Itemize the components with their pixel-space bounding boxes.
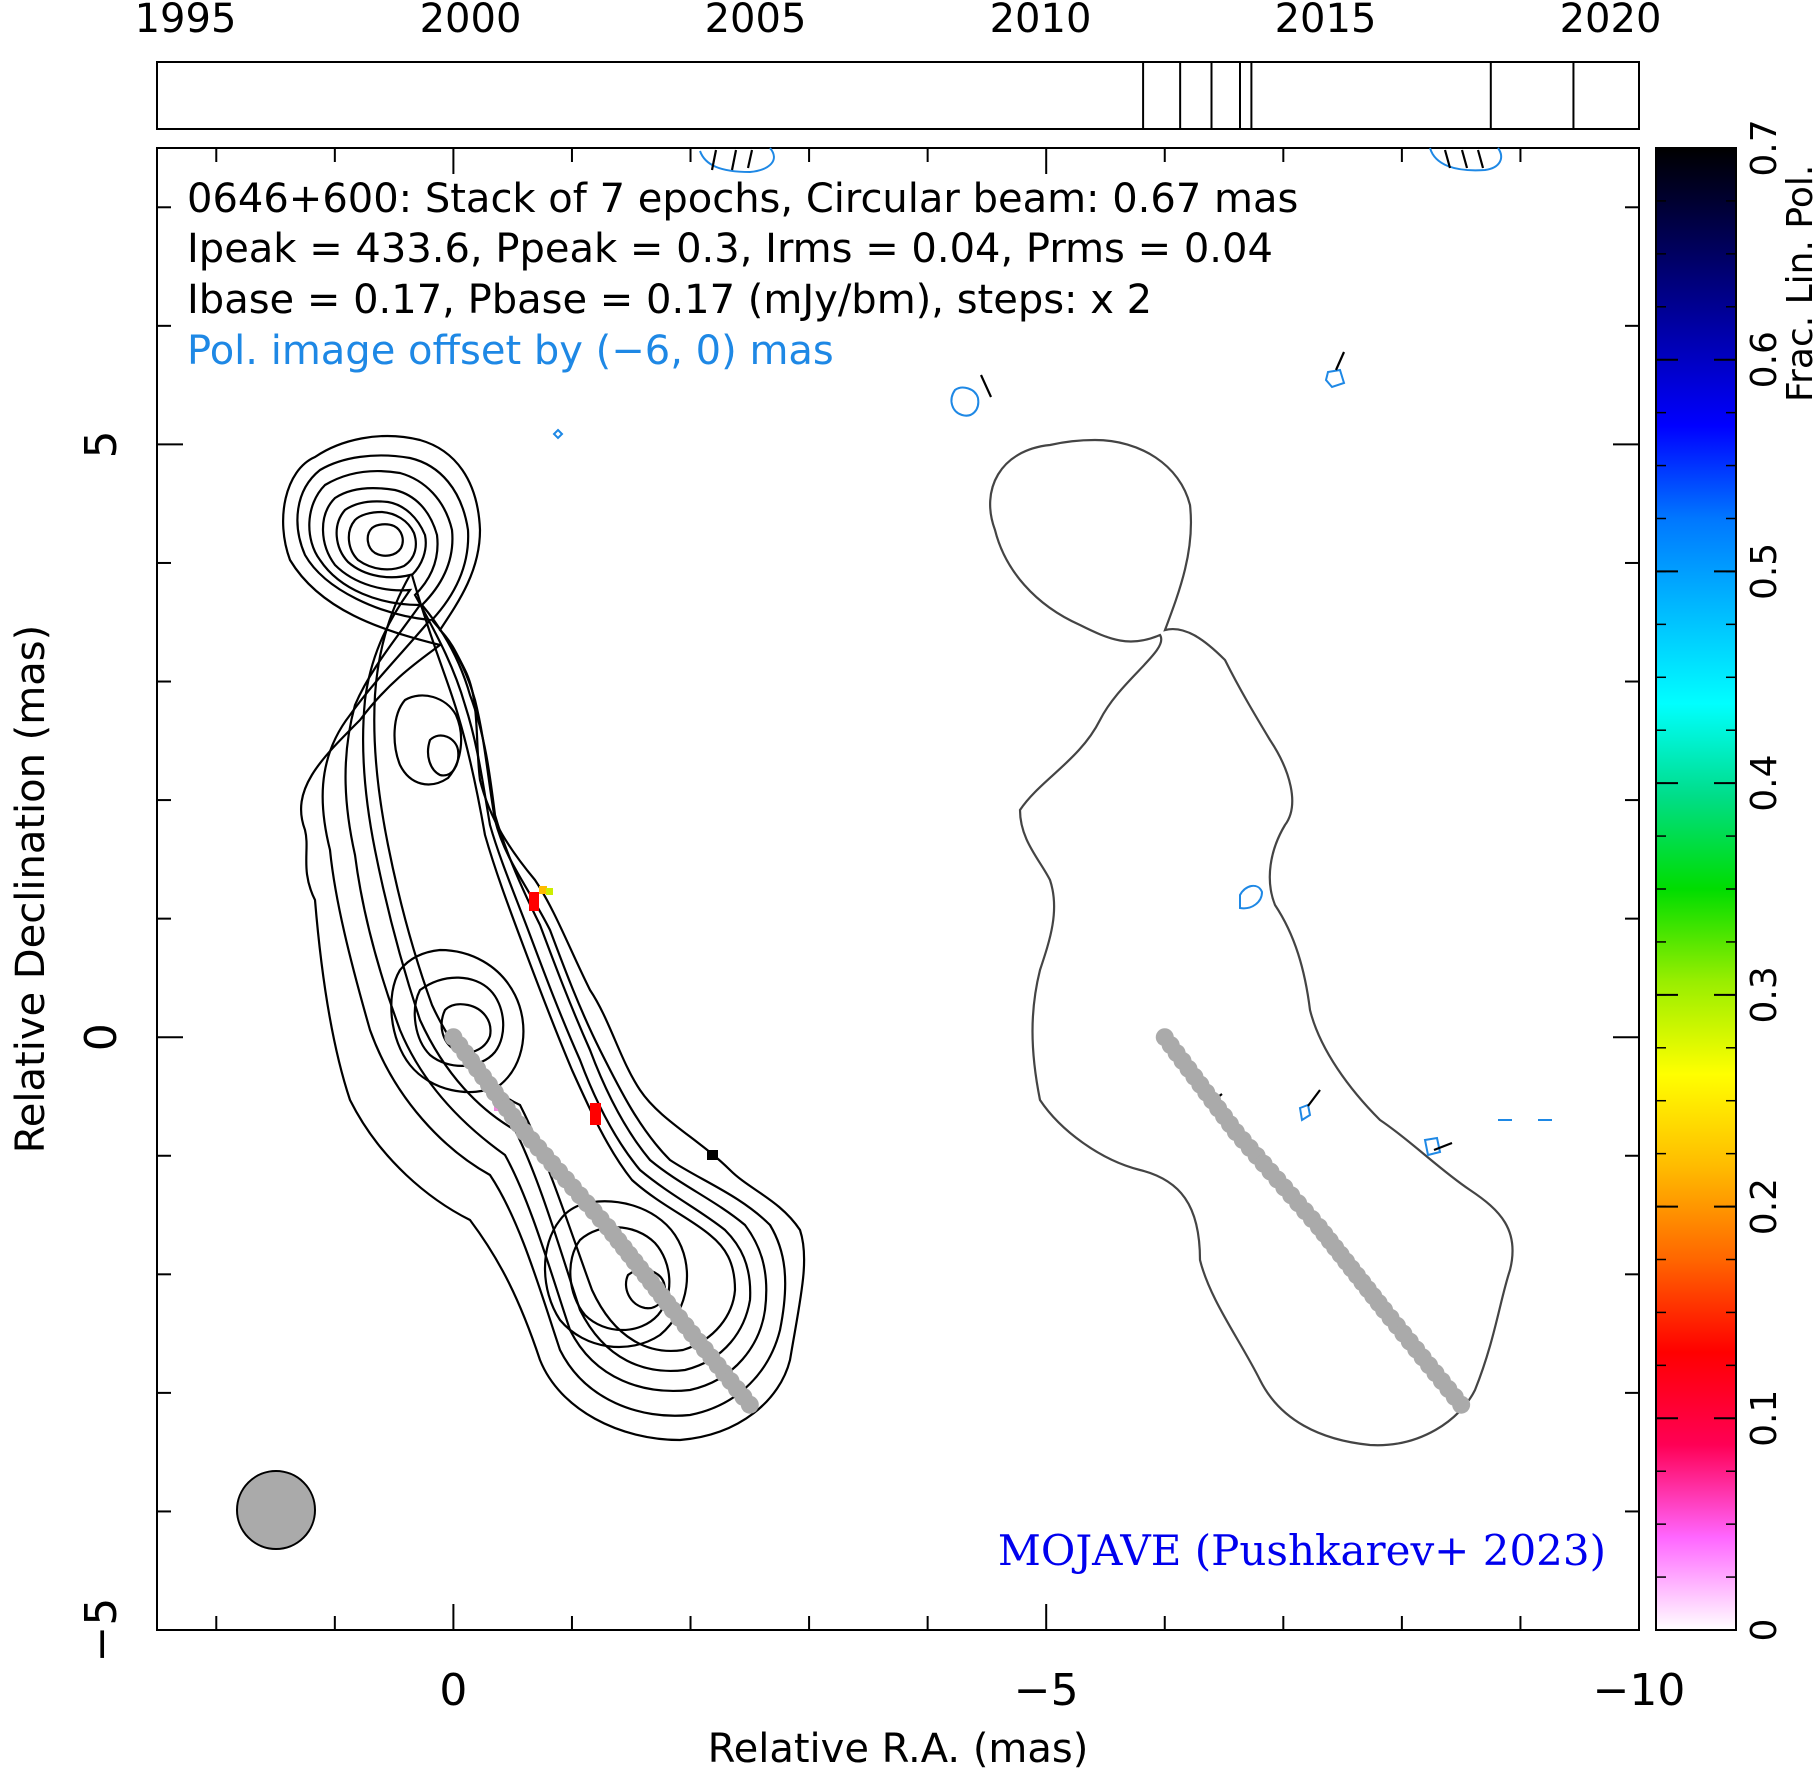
y-tick-label: 5	[76, 430, 127, 458]
colorbar-tick-label: 0.5	[1744, 543, 1785, 600]
x-tick-labels: 0 −5 −10	[439, 1665, 1685, 1716]
colorbar-label: Frac. Lin. Pol.	[1780, 165, 1819, 402]
evpa-tick	[1334, 351, 1346, 371]
y-tick-label: −5	[76, 1598, 127, 1663]
epoch-year-label: 2010	[990, 0, 1092, 42]
plot-ticks	[157, 148, 1640, 1631]
evpa-tick	[1460, 149, 1469, 169]
colorbar-swatches	[1656, 148, 1736, 1630]
colorbar-tick-label: 0.6	[1744, 331, 1785, 388]
contour-level-4	[321, 487, 752, 1372]
contour-level-7	[366, 523, 404, 557]
beam-ellipse	[236, 1470, 316, 1550]
x-tick-label: 0	[439, 1665, 467, 1716]
frac-pol-pixel	[590, 1103, 601, 1125]
evpa-tick	[710, 149, 718, 171]
evpa-tick	[1433, 1141, 1453, 1152]
pol-contour-blob-1	[699, 147, 775, 174]
colorbar-tick-label: 0.7	[1744, 119, 1785, 176]
y-axis-label: Relative Declination (mas)	[8, 625, 54, 1153]
header-line-2: Ipeak = 433.6, Ppeak = 0.3, Irms = 0.04,…	[187, 226, 1273, 272]
plot-frame	[156, 147, 1640, 1631]
epoch-tick-labels: 1995 2000 2005 2010 2015 2020	[135, 0, 1662, 42]
fractional-polarization-contours	[552, 147, 1552, 1157]
contour-level-10	[390, 948, 525, 1094]
epoch-axis: 1995 2000 2005 2010 2015 2020	[135, 0, 1662, 130]
ridge-point	[740, 1395, 759, 1414]
pol-contour-blob-2	[1429, 147, 1503, 172]
pol-contour-blob-4	[1324, 368, 1346, 389]
frac-pol-pixel	[539, 886, 547, 894]
epoch-year-label: 2020	[1560, 0, 1662, 42]
evpa-tick	[1443, 149, 1452, 169]
epoch-year-label: 2005	[705, 0, 807, 42]
y-tick-label: 0	[76, 1023, 127, 1051]
contour-level-8	[393, 694, 463, 786]
colorbar: 0 0.1 0.2 0.3 0.4 0.5 0.6 0.7 Frac. Lin. Pol.	[1655, 119, 1819, 1641]
pol-contour-blob-5	[552, 428, 564, 440]
contour-level-14	[569, 1226, 671, 1332]
colorbar-tick-label: 0.4	[1744, 755, 1785, 812]
evpa-ticks	[710, 149, 1485, 1152]
colorbar-tick-label: 0.3	[1744, 966, 1785, 1023]
credit-label: MOJAVE (Pushkarev+ 2023)	[998, 1526, 1606, 1575]
evpa-tick	[1476, 149, 1485, 169]
y-tick-labels: 5 0 −5	[76, 430, 127, 1662]
evpa-tick	[746, 149, 754, 169]
contour-level-5	[335, 500, 737, 1352]
epoch-markers	[1142, 62, 1575, 129]
contour-level-6	[347, 510, 417, 571]
contour-level-2	[296, 454, 787, 1417]
header-line-3: Ibase = 0.17, Pbase = 0.17 (mJy/bm), ste…	[187, 277, 1152, 323]
evpa-tick	[730, 149, 738, 171]
main-plot: 0646+600: Stack of 7 epochs, Circular be…	[156, 147, 1640, 1631]
contour-level-11	[413, 976, 505, 1067]
x-axis-label: Relative R.A. (mas)	[708, 1726, 1089, 1772]
colorbar-tick-label: 0.2	[1744, 1178, 1785, 1235]
frac-pol-pixel	[546, 888, 553, 895]
colorbar-tick-label: 0.1	[1744, 1390, 1785, 1447]
pol-contour-blob-3	[950, 386, 980, 417]
pol-contour-blob-9	[1423, 1136, 1442, 1157]
colorbar-ticks: 0 0.1 0.2 0.3 0.4 0.5 0.6 0.7	[1656, 119, 1785, 1641]
pol-offset-note: Pol. image offset by (−6, 0) mas	[187, 328, 834, 374]
pol-contour-blob-7	[1298, 1103, 1312, 1122]
x-tick-label: −10	[1593, 1665, 1686, 1716]
epoch-axis-frame	[156, 61, 1640, 130]
epoch-year-label: 2000	[420, 0, 522, 42]
jet-ridge-left	[444, 1028, 759, 1414]
epoch-year-label: 1995	[135, 0, 237, 42]
colorbar-tick-label: 0	[1744, 1619, 1785, 1642]
evpa-tick	[1307, 1089, 1321, 1107]
frac-pol-pixel	[529, 892, 539, 911]
jet-ridge-right	[1155, 1028, 1471, 1414]
pol-contour-blob-6	[1239, 884, 1264, 910]
colorbar-gradient	[1656, 148, 1736, 1630]
ridge-point	[1452, 1395, 1471, 1414]
polarized-intensity-contour	[989, 438, 1514, 1447]
x-tick-label: −5	[1014, 1665, 1079, 1716]
contour-level-9	[426, 734, 460, 777]
contour-level-3	[308, 470, 768, 1392]
epoch-year-label: 2015	[1275, 0, 1377, 42]
frac-pol-pixel	[707, 1150, 718, 1160]
header-line-1: 0646+600: Stack of 7 epochs, Circular be…	[187, 176, 1298, 222]
evpa-tick	[979, 374, 993, 398]
